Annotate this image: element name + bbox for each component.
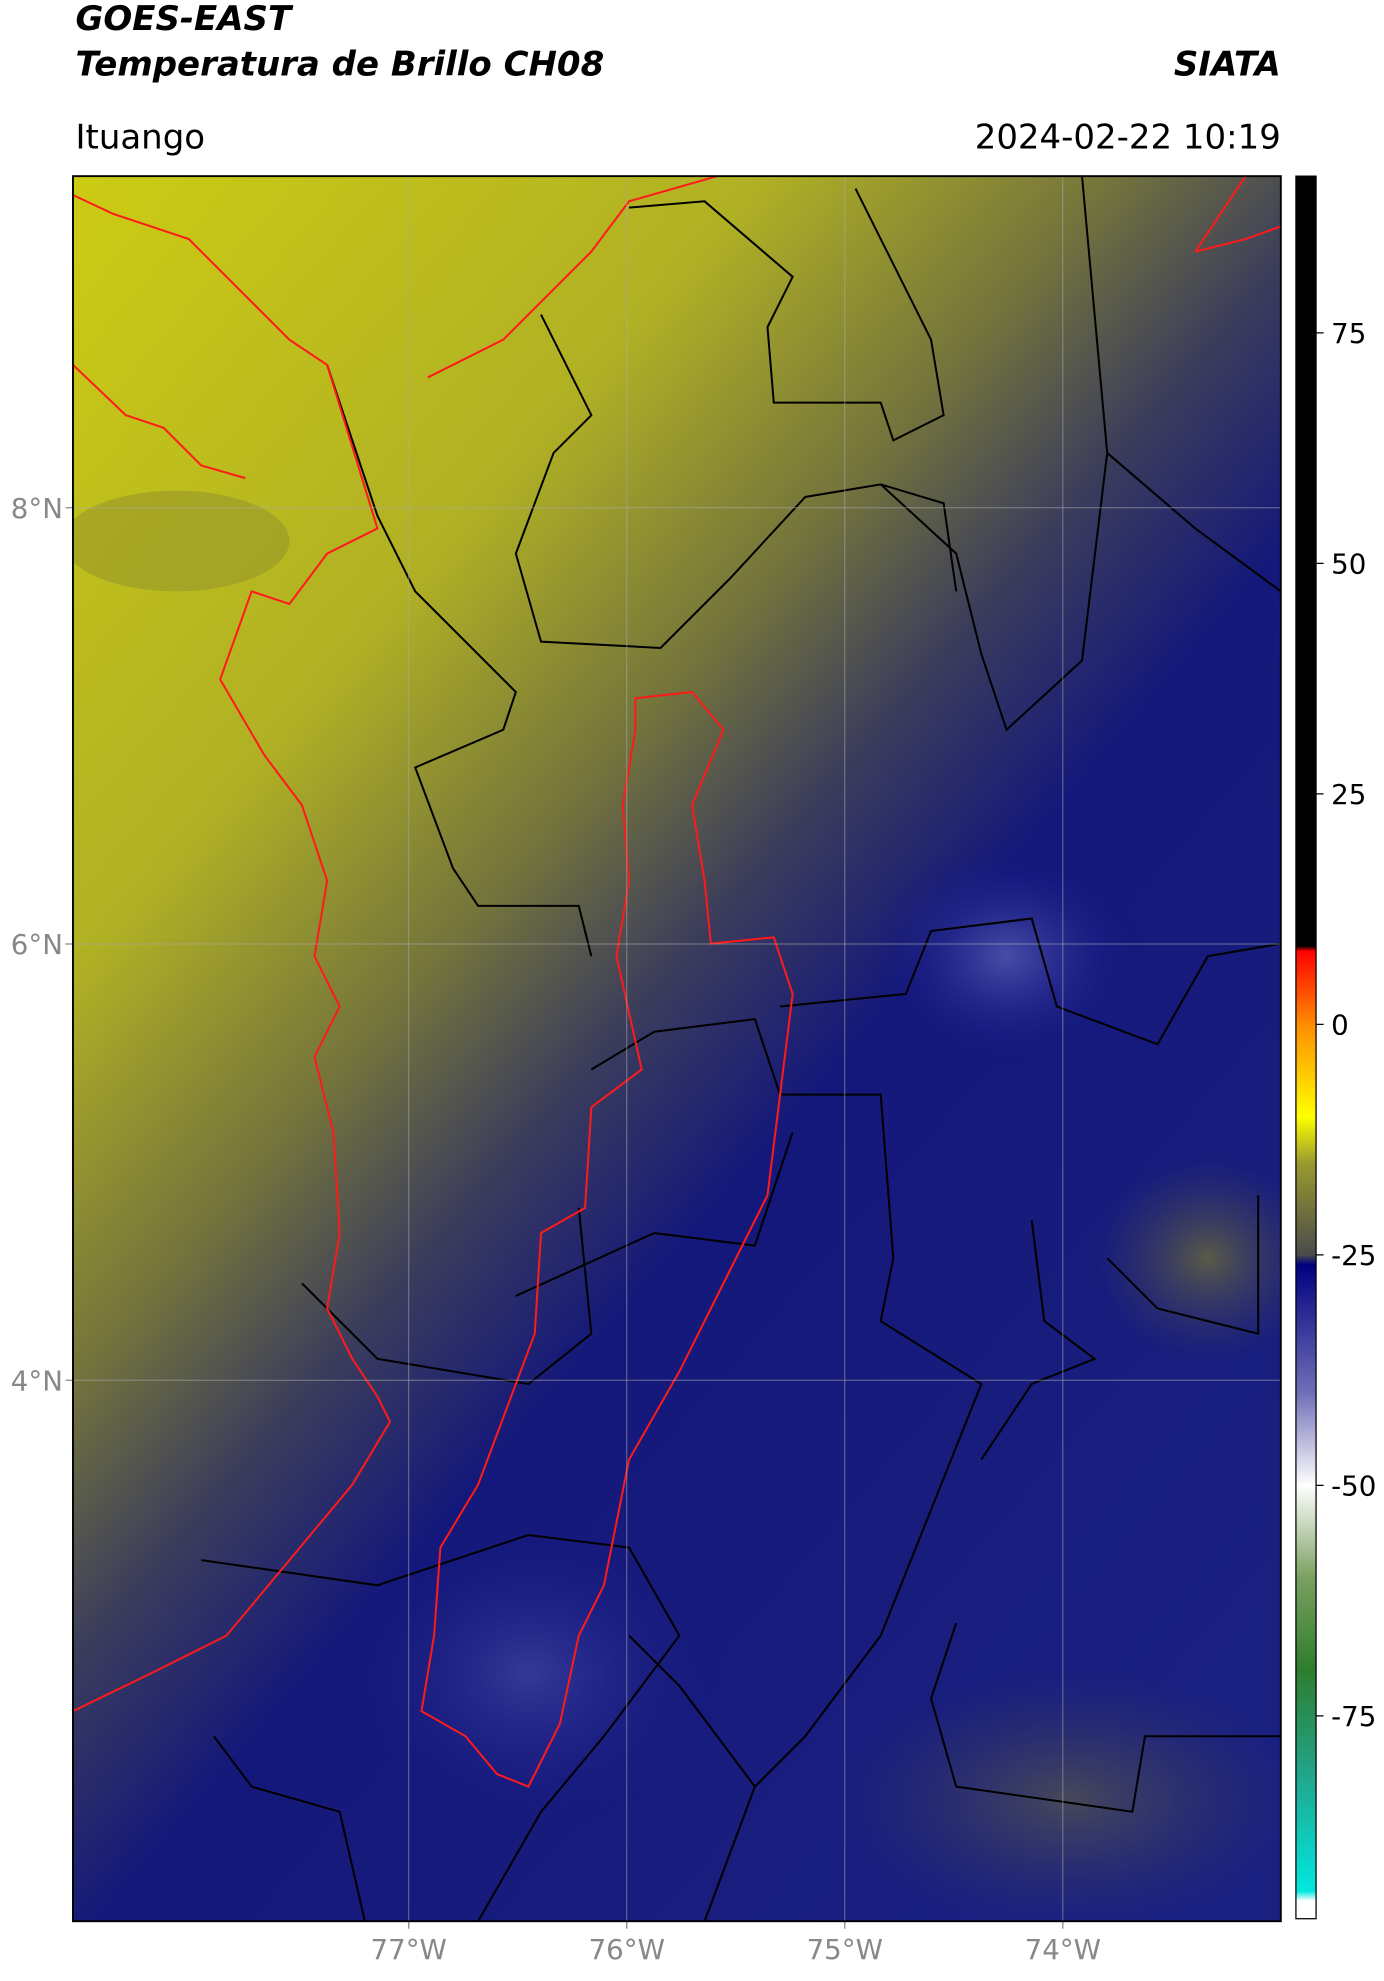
map-frame bbox=[72, 175, 1282, 1923]
colorbar-segment bbox=[1295, 946, 1317, 952]
x-tick-label: 74°W bbox=[1025, 1933, 1101, 1966]
outlines bbox=[72, 176, 1281, 1788]
colorbar-segment bbox=[1295, 1393, 1317, 1487]
colorbar-tick-label: 50 bbox=[1331, 547, 1366, 580]
colorbar-segment bbox=[1295, 1780, 1317, 1892]
brand: SIATA bbox=[1174, 44, 1281, 84]
colorbar-tick-label: -75 bbox=[1331, 1700, 1376, 1733]
y-tick-label: 8°N bbox=[11, 492, 63, 525]
colorbar-segment bbox=[1295, 1577, 1317, 1671]
colorbar-tick-label: 0 bbox=[1331, 1008, 1349, 1041]
colorbar-segment bbox=[1295, 1485, 1317, 1579]
colorbar-segment bbox=[1295, 1024, 1317, 1118]
x-tick-label: 76°W bbox=[589, 1933, 665, 1966]
y-tick-label: 4°N bbox=[11, 1364, 63, 1397]
colorbar-frame bbox=[1295, 175, 1317, 1920]
location: Ituango bbox=[75, 117, 205, 157]
borders bbox=[201, 176, 1281, 1922]
colorbar-segment bbox=[1295, 1264, 1317, 1394]
map-image bbox=[72, 176, 1281, 1922]
colorbar-segment bbox=[1295, 176, 1317, 947]
colorbar-segment bbox=[1295, 1254, 1317, 1265]
colorbar-segment bbox=[1295, 1116, 1317, 1164]
colorbar-segment bbox=[1295, 1669, 1317, 1782]
colorbar-tick-label: -50 bbox=[1331, 1469, 1376, 1502]
colorbar-segment bbox=[1295, 950, 1317, 1026]
colorbar-segment bbox=[1295, 1891, 1317, 1901]
colorbar-segment bbox=[1295, 1162, 1317, 1256]
subtitle: Temperatura de Brillo CH08 bbox=[75, 44, 604, 84]
colorbar-tick-label: -25 bbox=[1331, 1239, 1376, 1272]
colorbar-segment bbox=[1295, 1900, 1317, 1920]
colorbar-tick-label: 25 bbox=[1331, 778, 1366, 811]
colorbar-tick-label: 75 bbox=[1331, 317, 1366, 350]
colorbar: 75 50 25 0 -25 -50 -75 bbox=[1295, 176, 1376, 1920]
map-grid: 77°W 76°W 75°W 74°W 8°N 6°N 4°N bbox=[11, 176, 1281, 1966]
x-tick-label: 75°W bbox=[807, 1933, 883, 1966]
title: GOES-EAST bbox=[75, 0, 293, 39]
x-tick-label: 77°W bbox=[371, 1933, 447, 1966]
y-tick-label: 6°N bbox=[11, 928, 63, 961]
timestamp: 2024-02-22 10:19 bbox=[975, 117, 1281, 157]
